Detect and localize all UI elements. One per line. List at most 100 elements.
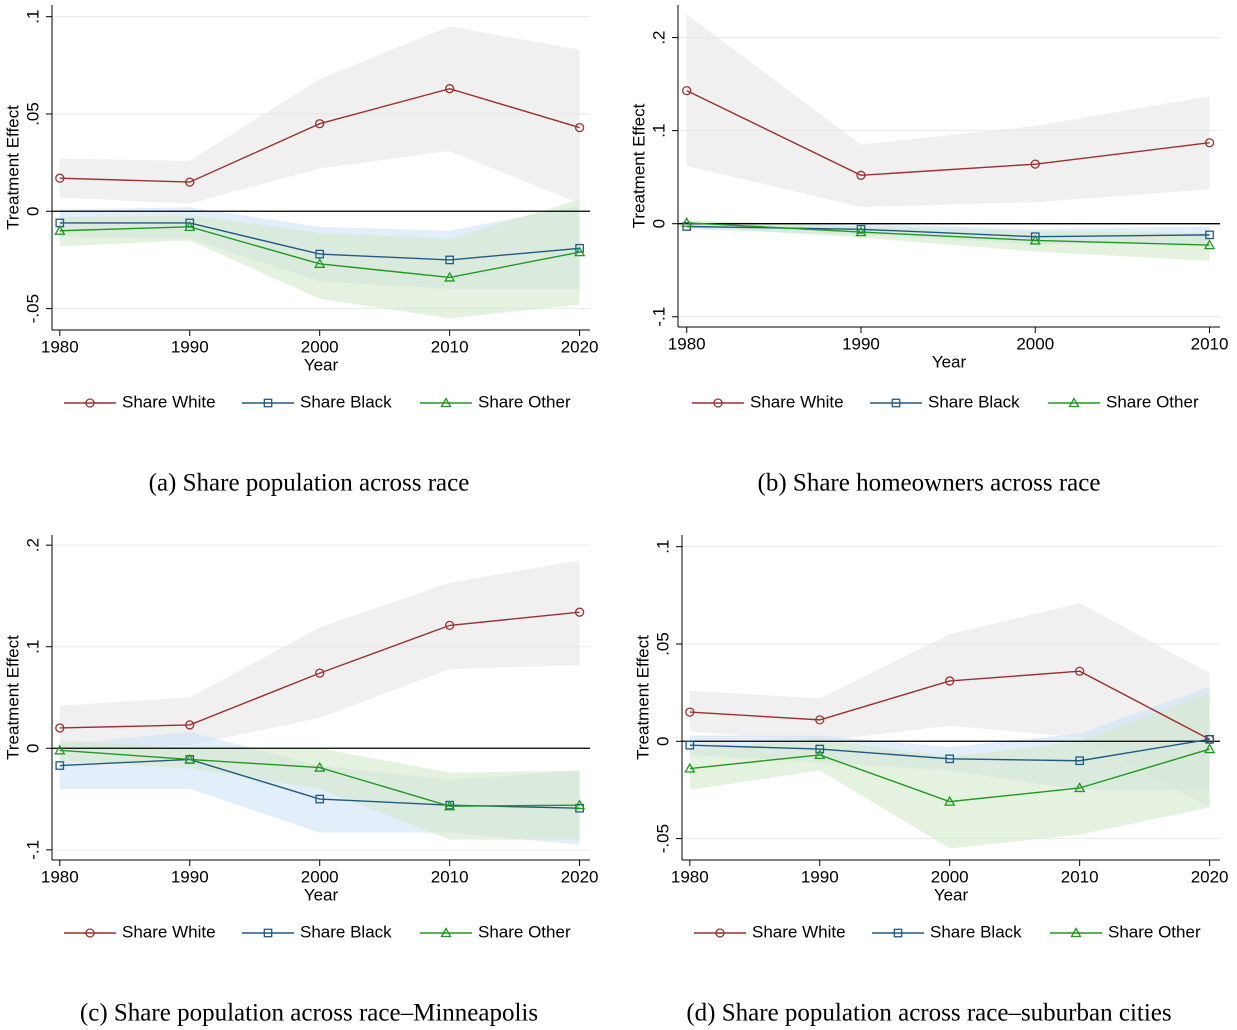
marker [684,762,696,773]
marker [1074,782,1086,793]
caption: (d) Share population across race–suburba… [686,1000,1171,1027]
x-tick-label: 2000 [301,337,339,356]
confidence-band [59,740,580,840]
marker [263,398,273,408]
marker [1070,927,1082,938]
marker [1205,734,1214,744]
y-tick-label: -.1 [649,307,668,327]
legend-label: Share Black [930,922,1022,941]
series-line [689,738,1210,762]
marker [574,122,585,133]
y-tick-label: 0 [649,219,668,228]
legend-label: Share Other [478,392,571,411]
y-tick-label: .2 [23,538,42,552]
x-axis-label: Year [304,355,339,374]
x-tick-label: 1990 [171,867,209,886]
marker [440,397,452,408]
panel: -.05 0 .05 .1 1980 1990 2000 2010 2020 Year Treatm… [633,535,1229,1027]
marker [440,927,452,938]
panel: -.05 0 .05 .1 1980 1990 2000 2010 2020 Year Treatm… [3,5,599,497]
series-line [59,87,580,183]
marker [315,668,325,678]
confidence-band [689,692,1210,849]
x-tick-label: 1990 [171,337,209,356]
x-axis-label: Year [304,885,339,904]
y-axis-label: Treatment Effect [3,635,22,760]
marker [444,800,456,811]
caption: (b) Share homeowners across race [758,470,1101,497]
x-tick-label: 2020 [561,867,599,886]
confidence-band [686,14,1210,207]
marker [815,744,825,754]
x-tick-label: 2010 [431,337,469,356]
series-line [689,748,1210,803]
confidence-band [59,560,580,749]
y-tick-label: .1 [653,540,672,554]
marker [573,246,586,257]
caption: (c) Share population across race–Minneap… [80,1000,538,1027]
marker [444,271,456,282]
legend-label: Share Other [1108,922,1201,941]
marker [1075,666,1085,676]
marker [315,119,325,129]
caption: (a) Share population across race [149,470,470,497]
marker [685,707,695,717]
marker [55,723,65,733]
x-tick-label: 1990 [842,334,880,353]
marker [184,221,196,232]
y-tick-label: 0 [23,207,42,216]
marker [1068,397,1080,408]
series-line [59,749,580,807]
marker [681,216,693,227]
marker [85,928,95,938]
y-tick-label: 0 [653,737,672,746]
marker [85,398,95,408]
marker [185,720,195,730]
marker [445,84,455,94]
marker [263,928,273,938]
series-line [689,670,1210,740]
x-tick-label: 1980 [671,867,709,886]
confidence-band [59,26,580,204]
marker [814,749,826,760]
y-tick-label: 0 [23,744,42,753]
legend-label: Share White [122,392,216,411]
marker [891,398,901,408]
y-axis-label: Treatment Effect [629,103,648,228]
series-line [686,89,1210,177]
legend-label: Share White [750,392,844,411]
x-tick-label: 2000 [1016,334,1054,353]
marker [314,761,326,772]
panel: -.1 0 .1 .2 1980 1990 2000 2010 2020 Year Treatmen… [3,535,599,1027]
marker [1203,743,1216,754]
x-axis-label: Year [932,352,967,371]
marker [1029,234,1041,245]
marker [575,243,584,253]
x-tick-label: 2000 [931,867,969,886]
x-tick-label: 2020 [1191,867,1229,886]
x-tick-label: 2010 [1061,867,1099,886]
marker [55,173,65,183]
marker [1203,239,1216,250]
confidence-band [689,603,1210,808]
marker [682,85,692,96]
y-tick-label: .2 [649,30,668,44]
marker [54,224,66,235]
y-axis-label: Treatment Effect [633,635,652,760]
x-axis-label: Year [934,885,969,904]
x-tick-label: 2010 [431,867,469,886]
y-tick-label: .1 [23,640,42,654]
panel: -.1 0 .1 .2 1980 1990 2000 2010 Year Treatment Ef… [629,5,1228,497]
x-tick-label: 2020 [561,337,599,356]
confidence-band [686,219,1210,261]
marker [185,177,195,187]
marker [1075,756,1085,766]
legend-label: Share Black [300,922,392,941]
marker [945,676,955,686]
x-tick-label: 2010 [1191,334,1229,353]
y-tick-label: .1 [23,10,42,24]
x-tick-label: 1990 [801,867,839,886]
y-tick-label: .1 [649,124,668,138]
marker [1030,159,1040,169]
